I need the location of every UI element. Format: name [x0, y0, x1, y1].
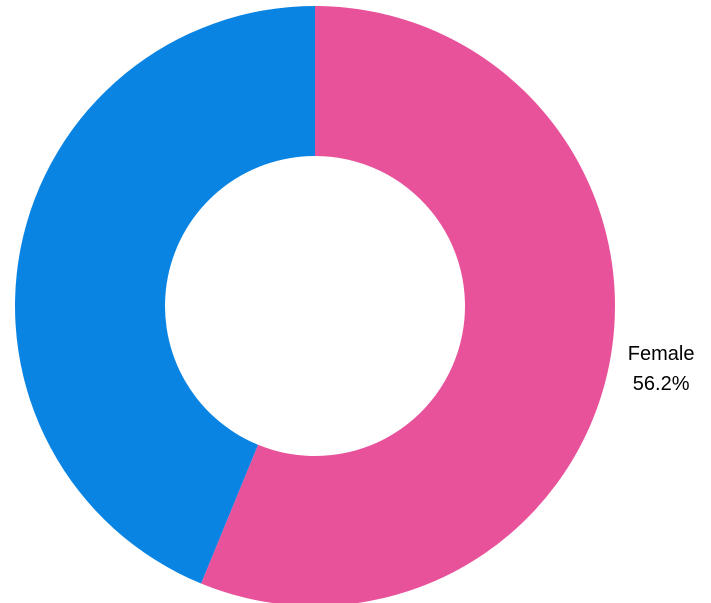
slice-name: Female — [628, 343, 695, 365]
slice-female — [201, 6, 615, 603]
slice-male — [14, 6, 315, 584]
slice-percent: 56.2% — [633, 373, 690, 395]
slice-label-female: Female 56.2% — [628, 343, 695, 395]
donut-slices — [14, 6, 615, 603]
